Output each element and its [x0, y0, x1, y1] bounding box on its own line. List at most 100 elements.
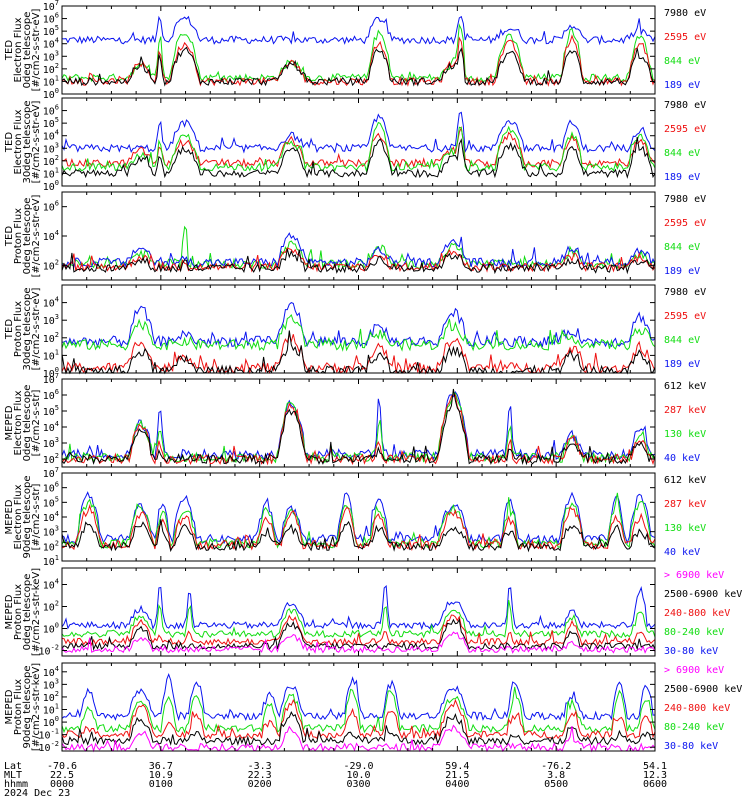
legend-entry: 844 eV	[664, 242, 700, 253]
footer-row-label: Lat	[4, 761, 22, 772]
y-axis-label-line: Proton Flux	[13, 301, 24, 357]
y-tick-label: 104	[43, 578, 59, 592]
y-tick-label: 104	[43, 665, 59, 679]
series-line-green	[61, 23, 656, 83]
y-axis-label-line: [#/cm2-s-str-keV]	[31, 663, 42, 751]
series-line-green	[61, 600, 656, 639]
legend-entry: 130 keV	[664, 523, 706, 534]
legend-entry: 30-80 keV	[664, 646, 718, 657]
series-line-red	[61, 34, 656, 87]
y-tick-label: 105	[43, 116, 59, 130]
y-tick-label: 100	[43, 715, 59, 729]
legend-entry: 189 eV	[664, 359, 700, 370]
y-tick-label: 102	[43, 690, 59, 704]
y-tick-label: 104	[43, 510, 59, 524]
y-tick-label: 102	[43, 452, 59, 466]
y-tick-label: 104	[43, 37, 59, 51]
y-axis-label-line: MEPED	[4, 689, 15, 724]
legend-entry: > 6900 keV	[664, 570, 724, 581]
panel-frame	[61, 191, 656, 281]
legend-entry: 2595 eV	[664, 124, 706, 135]
y-tick-label: 10-2	[39, 644, 59, 658]
footer-value: 0200	[248, 779, 272, 790]
y-tick-label: 101	[43, 74, 59, 88]
y-tick-label: 102	[43, 154, 59, 168]
y-axis-label-line: 90deg telescope	[22, 475, 33, 558]
footer-value: 21.5	[445, 770, 469, 781]
legend-entry: 240-800 keV	[664, 608, 730, 619]
y-tick-label: 103	[43, 49, 59, 63]
series-line-black	[61, 388, 656, 466]
series-line-black	[61, 711, 656, 747]
y-axis-label-line: MEPED	[4, 499, 15, 534]
y-tick-label: 106	[43, 388, 59, 402]
y-tick-label: 102	[43, 539, 59, 553]
y-tick-label: 100	[43, 622, 59, 636]
legend-entry: 844 eV	[664, 335, 700, 346]
footer-value: 36.7	[149, 761, 173, 772]
y-axis-label-line: 0deg telescope	[22, 385, 33, 462]
series-line-blue	[61, 585, 656, 631]
y-tick-label: 104	[43, 229, 59, 243]
y-tick-label: 104	[43, 129, 59, 143]
legend-entry: 189 eV	[664, 266, 700, 277]
y-axis-label-line: 90deg telescope	[22, 665, 33, 748]
series-line-blue	[61, 491, 656, 545]
y-axis-label-line: 30deg telescope	[22, 287, 33, 370]
footer-value: 22.5	[50, 770, 74, 781]
y-tick-label: 100	[43, 179, 59, 193]
y-tick-label: 104	[43, 296, 59, 310]
series-line-black	[61, 46, 656, 87]
legend-entry: 2500-6900 keV	[664, 589, 742, 600]
y-tick-label: 10-2	[39, 740, 59, 754]
y-axis-label-line: [#/cm2-s-str-eV]	[31, 101, 42, 184]
legend-entry: 2500-6900 keV	[664, 684, 742, 695]
y-axis-label-line: 0deg telescope	[22, 198, 33, 275]
series-line-red	[61, 394, 656, 466]
legend-entry: 287 keV	[664, 499, 706, 510]
series-line-black	[61, 136, 656, 179]
y-tick-label: 105	[43, 24, 59, 38]
series-line-green	[61, 391, 656, 464]
y-axis-label-line: Proton Flux	[13, 679, 24, 735]
y-tick-label: 101	[43, 348, 59, 362]
legend-entry: 7980 eV	[664, 194, 706, 205]
y-axis-label-line: Electron Flux	[13, 484, 24, 549]
footer-value: -3.3	[248, 761, 272, 772]
legend-entry: 80-240 keV	[664, 627, 724, 638]
footer-value: 0300	[346, 779, 370, 790]
time-axis-footer: Lat -70.6 36.7 -3.3 -29.0 59.4 -76.2 54.1 MLT 22.…	[4, 761, 667, 799]
series-line-blue	[61, 111, 656, 154]
footer-value: 0500	[544, 779, 568, 790]
y-tick-label: 102	[43, 331, 59, 345]
legend-entry: 2595 eV	[664, 32, 706, 43]
y-axis-label-line: MEPED	[4, 405, 15, 440]
series-line-green	[61, 314, 656, 352]
legend-entry: 80-240 keV	[664, 722, 724, 733]
y-tick-label: 107	[43, 372, 59, 386]
footer-value: 12.3	[643, 770, 667, 781]
y-axis-label-line: [#/cm2-s-str-keV]	[31, 568, 42, 656]
legend-entry: 189 eV	[664, 172, 700, 183]
legend-entry: 40 keV	[664, 547, 700, 558]
y-axis-label-line: 30deg telescope	[22, 100, 33, 183]
footer-value: 3.8	[547, 770, 565, 781]
y-tick-label: 10-1	[39, 728, 59, 742]
footer-value: 0000	[50, 779, 74, 790]
y-tick-label: 106	[43, 12, 59, 26]
series-line-blue	[61, 15, 656, 46]
y-axis-label-line: [#/cm2-s-str]	[31, 389, 42, 456]
y-axis-label-line: [#/cm2-s-str-eV]	[31, 195, 42, 278]
legend-entry: 189 eV	[664, 80, 700, 91]
footer-value: 0600	[643, 779, 667, 790]
y-tick-label: 103	[43, 677, 59, 691]
y-tick-label: 100	[43, 87, 59, 101]
y-axis-label-line: [#/cm2-s-str-eV]	[31, 288, 42, 371]
y-tick-label: 105	[43, 495, 59, 509]
footer-value: 22.3	[248, 770, 272, 781]
y-axis-label-line: TED	[4, 319, 15, 340]
y-tick-label: 106	[43, 104, 59, 118]
y-tick-label: 103	[43, 436, 59, 450]
